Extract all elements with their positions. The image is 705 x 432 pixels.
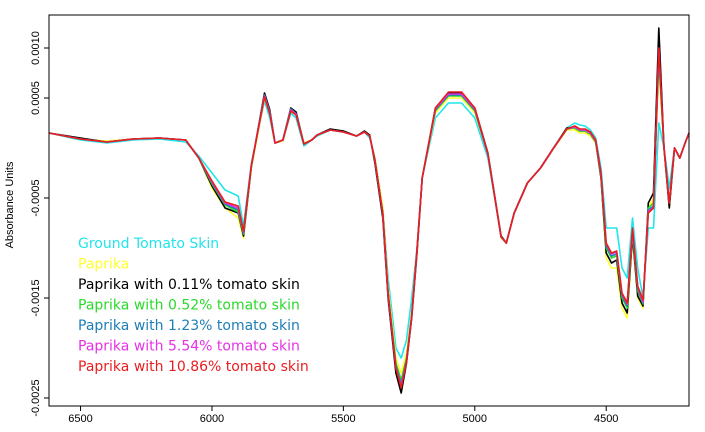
plot-frame bbox=[48, 14, 690, 407]
legend-entry: Paprika with 0.11% tomato skin bbox=[78, 277, 300, 293]
legend-entry: Paprika with 0.52% tomato skin bbox=[78, 298, 300, 314]
x-tick-label: 6000 bbox=[200, 413, 224, 425]
y-tick-label: -0.0015 bbox=[30, 279, 42, 316]
y-tick-label: 0.0005 bbox=[30, 81, 42, 115]
legend: Ground Tomato Skin Paprika Paprika with 0.… bbox=[78, 236, 309, 375]
y-tick-label: -0.0025 bbox=[30, 379, 42, 416]
legend-entry: Paprika with 10.86% tomato skin bbox=[78, 359, 309, 375]
y-tick-label: 0.0010 bbox=[30, 31, 42, 65]
x-tick-label: 4500 bbox=[594, 413, 618, 425]
x-tick-label: 6500 bbox=[68, 413, 92, 425]
y-tick-label: -0.0005 bbox=[30, 179, 42, 216]
x-axis: 6500 6000 5500 5000 4500 bbox=[68, 406, 618, 425]
y-axis: -0.0025 -0.0015 -0.0005 0.0005 0.0010 bbox=[30, 31, 49, 417]
series-line-5 bbox=[48, 52, 690, 385]
series-line-7 bbox=[48, 47, 690, 389]
legend-entry: Paprika bbox=[78, 257, 129, 273]
legend-entry: Ground Tomato Skin bbox=[78, 236, 219, 252]
legend-entry: Paprika with 5.54% tomato skin bbox=[78, 339, 300, 355]
x-tick-label: 5000 bbox=[463, 413, 487, 425]
series-line-6 bbox=[48, 47, 690, 387]
y-axis-label: Absorbance Units bbox=[4, 161, 16, 248]
x-tick-label: 5500 bbox=[331, 413, 355, 425]
plot-lines bbox=[48, 27, 690, 394]
legend-entry: Paprika with 1.23% tomato skin bbox=[78, 318, 300, 334]
